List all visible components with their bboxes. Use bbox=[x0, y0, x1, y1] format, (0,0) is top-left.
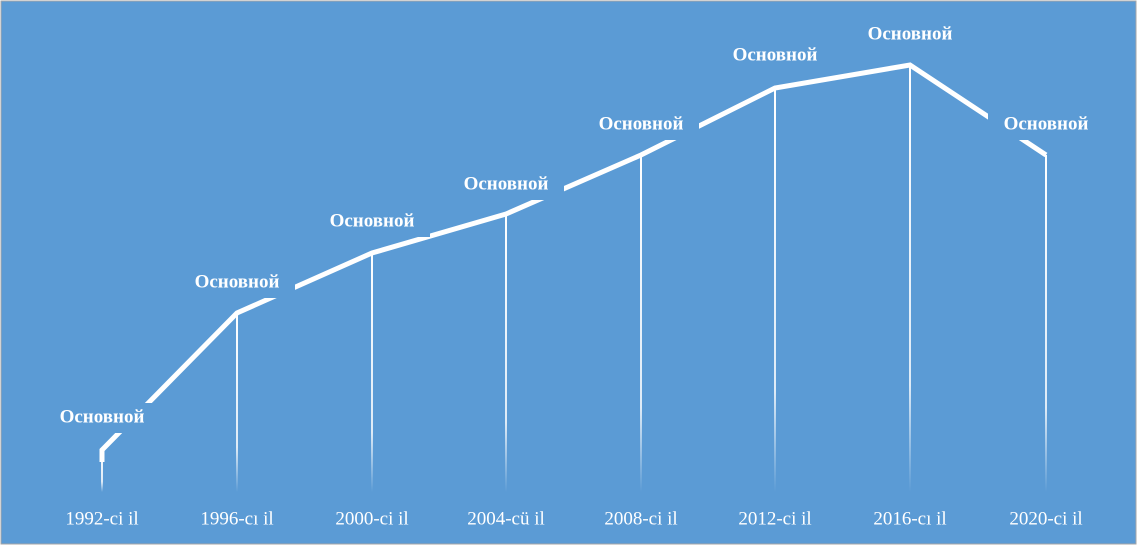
label-backdrop bbox=[583, 110, 699, 140]
node-label: Основной bbox=[195, 271, 280, 292]
label-backdrop bbox=[179, 268, 295, 298]
node-label: Основной bbox=[464, 173, 549, 194]
drop-line bbox=[371, 253, 373, 492]
drop-line bbox=[909, 65, 911, 492]
year-label: 2000-ci il bbox=[335, 508, 408, 529]
label-backdrop bbox=[988, 110, 1104, 140]
year-label: 1996-cı il bbox=[200, 508, 273, 529]
drop-line bbox=[505, 214, 507, 492]
node-label: Основной bbox=[330, 210, 415, 231]
year-label: 1992-ci il bbox=[65, 508, 138, 529]
label-backdrop bbox=[717, 41, 833, 71]
drop-line bbox=[1045, 155, 1047, 492]
label-backdrop bbox=[448, 170, 564, 200]
year-label: 2020-ci il bbox=[1009, 508, 1082, 529]
year-label: 2008-ci il bbox=[604, 508, 677, 529]
drop-line bbox=[236, 313, 238, 492]
label-backdrop bbox=[314, 207, 430, 237]
drop-line bbox=[774, 88, 776, 492]
label-backdrop bbox=[44, 403, 160, 433]
year-label: 2016-cı il bbox=[873, 508, 946, 529]
node-label: Основной bbox=[60, 406, 145, 427]
label-backdrop bbox=[852, 20, 968, 50]
node-label: Основной bbox=[733, 44, 818, 65]
drop-line bbox=[101, 450, 103, 492]
drop-line bbox=[640, 155, 642, 492]
year-label: 2012-ci il bbox=[738, 508, 811, 529]
year-label: 2004-cü il bbox=[467, 508, 545, 529]
node-label: Основной bbox=[599, 113, 684, 134]
node-label: Основной bbox=[868, 23, 953, 44]
node-label: Основной bbox=[1004, 113, 1089, 134]
